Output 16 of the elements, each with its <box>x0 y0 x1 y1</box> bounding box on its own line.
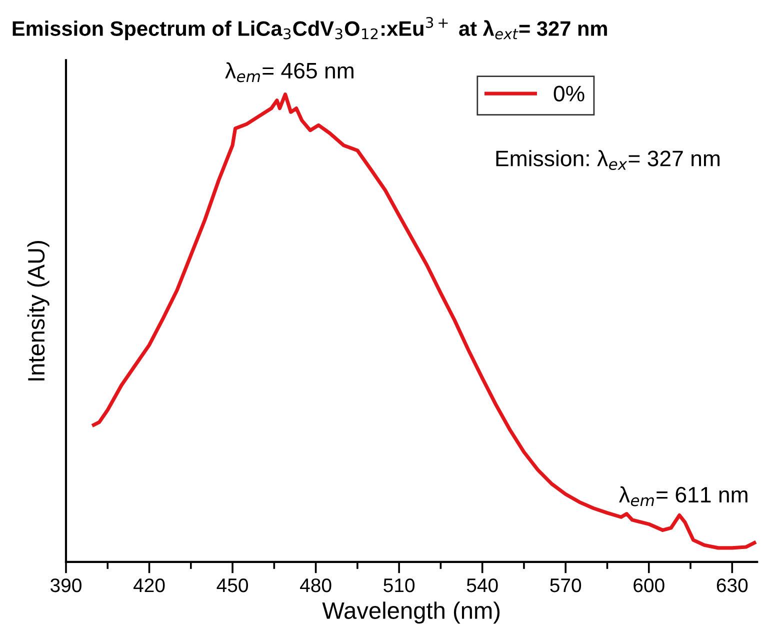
x-tick-label: 540 <box>466 578 498 592</box>
x-tick-label: 390 <box>50 578 82 592</box>
legend-label: 0% <box>554 86 584 102</box>
x-tick-label: 480 <box>300 578 332 592</box>
x-tick-label: 510 <box>384 578 415 592</box>
annotation: Emission: λ$_{ex}$= 327 nm <box>496 150 720 170</box>
chart-title: Emission Spectrum of LiCa$_{3}$CdV$_{3}$O$_{12}$:xEu$^{3+}$ at λ$_{ext}$= 327 nm <box>12 16 607 40</box>
x-tick-label: 570 <box>550 578 582 592</box>
x-tick-label: 630 <box>716 578 748 592</box>
x-tick-label: 600 <box>634 578 664 592</box>
text: λ$_{em}$= 465 nm <box>225 62 354 82</box>
annotation: λ$_{em}$= 611 nm <box>619 486 748 506</box>
y-axis-title: Intensity (AU) <box>27 241 50 380</box>
x-axis-title: Wavelength (nm) <box>322 602 500 624</box>
x-tick-label: 420 <box>133 578 165 592</box>
x-tick-label: 450 <box>216 578 248 592</box>
